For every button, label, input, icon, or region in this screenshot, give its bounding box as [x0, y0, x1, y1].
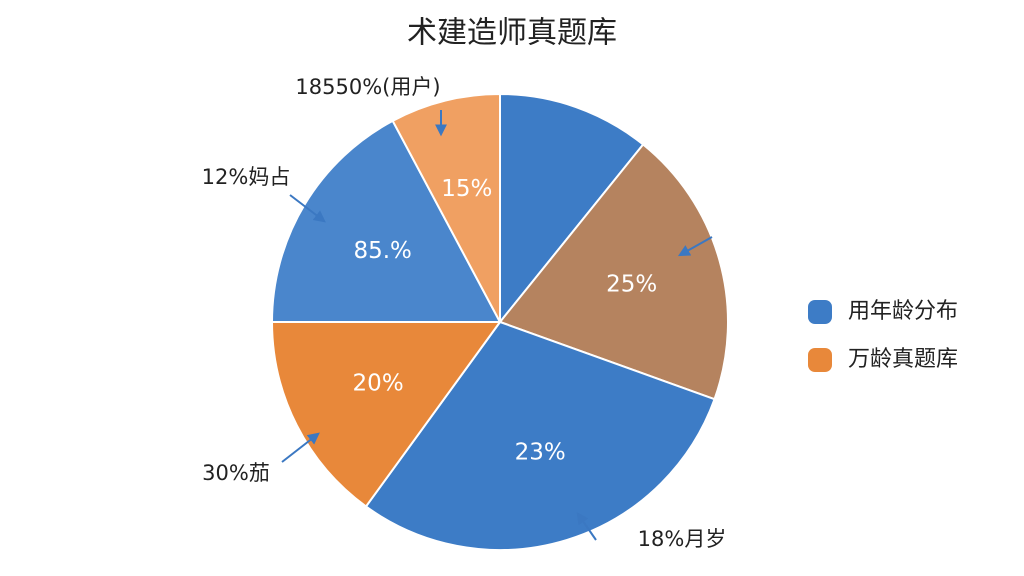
pie-slice — [391, 92, 501, 323]
annotation: 18%月岁 — [638, 527, 727, 551]
slice-label: 85.% — [353, 238, 411, 264]
pie: 25% 23% 20% 85.% 15% — [270, 92, 729, 551]
annotation-arrow — [677, 236, 713, 257]
annotation: 30%茄 — [202, 461, 270, 485]
annotation: 18550%(用户) — [295, 75, 440, 99]
annotation-arrow — [289, 194, 326, 223]
slice-label: 20% — [353, 371, 404, 397]
chart-title: 术建造师真题库 — [407, 16, 617, 51]
slice-label: 25% — [606, 272, 657, 298]
slice-label: 23% — [515, 439, 566, 465]
annotation: 12%妈占 — [202, 165, 291, 189]
slice-label: 15% — [441, 176, 492, 202]
annotation-arrow — [281, 432, 320, 463]
legend-label: 用年龄分布 — [848, 299, 958, 324]
pie-slice — [270, 321, 502, 508]
pie-slice — [498, 143, 729, 401]
legend-swatch — [808, 348, 832, 372]
legend-label: 万龄真题库 — [848, 347, 958, 372]
annotation-arrow — [576, 512, 597, 541]
pie-slice — [270, 119, 502, 323]
legend-swatch — [808, 300, 832, 324]
pie-slice — [364, 320, 716, 551]
pie-slice — [499, 92, 645, 325]
